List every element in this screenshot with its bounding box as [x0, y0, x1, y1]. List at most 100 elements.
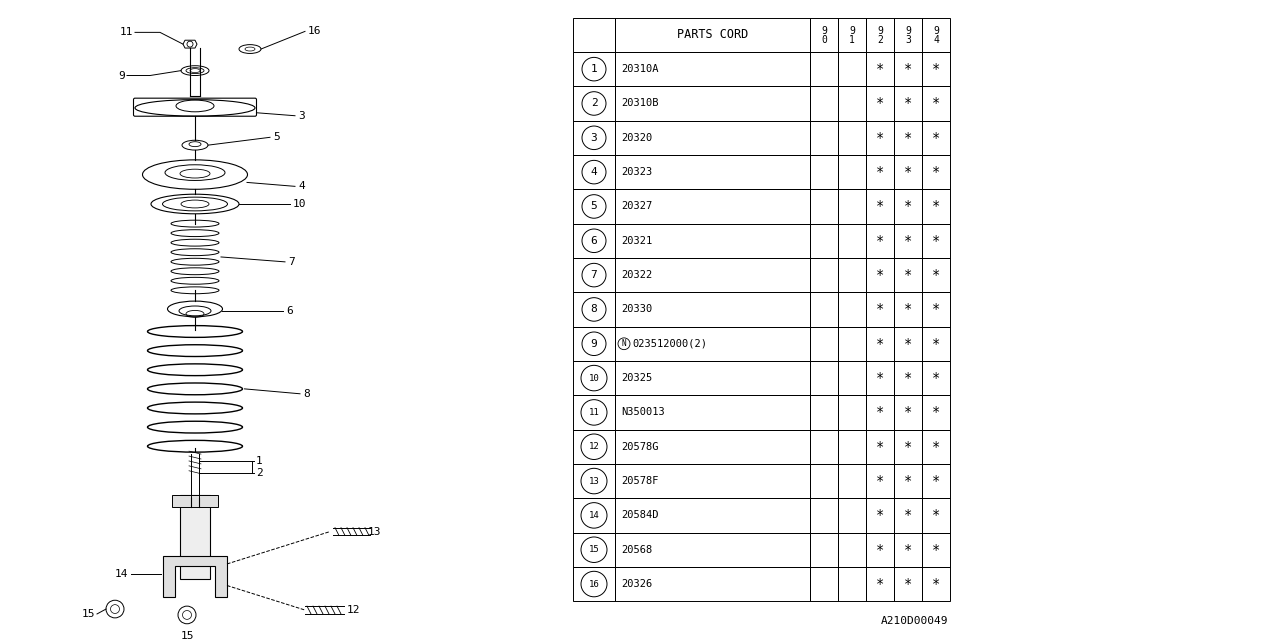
Bar [867, 326, 893, 361]
Text: 2: 2 [256, 468, 262, 477]
Text: *: * [932, 200, 941, 214]
Bar [838, 86, 867, 120]
Bar [614, 223, 810, 258]
Bar [810, 326, 838, 361]
Text: 7: 7 [288, 257, 294, 267]
Bar [893, 498, 922, 532]
Text: 1: 1 [590, 64, 598, 74]
Bar [838, 258, 867, 292]
Text: 4: 4 [590, 167, 598, 177]
Bar [893, 86, 922, 120]
Bar [614, 189, 810, 223]
Bar [867, 464, 893, 498]
Text: *: * [932, 303, 941, 316]
Bar [838, 361, 867, 396]
Bar [867, 396, 893, 429]
Text: *: * [876, 405, 884, 419]
Text: *: * [876, 131, 884, 145]
Bar [573, 429, 614, 464]
Text: 20578F: 20578F [621, 476, 658, 486]
Text: 14: 14 [114, 569, 128, 579]
Bar [810, 52, 838, 86]
Bar [810, 464, 838, 498]
Text: 20327: 20327 [621, 202, 653, 211]
Text: 15: 15 [589, 545, 599, 554]
Bar [838, 429, 867, 464]
Text: 9: 9 [849, 26, 855, 36]
Bar [893, 429, 922, 464]
Text: 12: 12 [347, 605, 361, 615]
Text: *: * [904, 234, 913, 248]
Bar [922, 532, 950, 567]
Bar [614, 498, 810, 532]
Text: *: * [876, 165, 884, 179]
Bar [867, 532, 893, 567]
Text: 11: 11 [119, 28, 133, 37]
Text: 13: 13 [589, 477, 599, 486]
Text: *: * [904, 165, 913, 179]
Bar [893, 258, 922, 292]
Bar [867, 567, 893, 601]
Text: 13: 13 [369, 527, 381, 536]
Text: 2: 2 [877, 35, 883, 45]
Bar [573, 326, 614, 361]
Text: 20310A: 20310A [621, 64, 658, 74]
Bar [614, 361, 810, 396]
Bar [867, 18, 893, 52]
Text: *: * [904, 440, 913, 454]
Bar [573, 361, 614, 396]
Bar [893, 18, 922, 52]
Text: *: * [904, 97, 913, 111]
Bar [810, 532, 838, 567]
Text: *: * [932, 97, 941, 111]
Text: *: * [904, 268, 913, 282]
Bar [922, 429, 950, 464]
Text: *: * [876, 268, 884, 282]
Bar [614, 120, 810, 155]
Text: *: * [904, 371, 913, 385]
Bar [922, 189, 950, 223]
Text: 9: 9 [877, 26, 883, 36]
Bar [573, 464, 614, 498]
Text: *: * [876, 337, 884, 351]
Bar [922, 326, 950, 361]
Text: 20584D: 20584D [621, 510, 658, 520]
Bar [810, 498, 838, 532]
Bar [573, 292, 614, 326]
Text: 1: 1 [256, 456, 262, 466]
Bar [614, 18, 810, 52]
Text: 20322: 20322 [621, 270, 653, 280]
Text: *: * [932, 508, 941, 522]
Bar [922, 292, 950, 326]
Bar [614, 155, 810, 189]
Text: *: * [876, 200, 884, 214]
Bar [838, 18, 867, 52]
Text: *: * [904, 131, 913, 145]
Bar [893, 464, 922, 498]
Bar [614, 429, 810, 464]
Bar [810, 361, 838, 396]
Bar [573, 567, 614, 601]
Bar [614, 52, 810, 86]
Bar [810, 396, 838, 429]
Text: *: * [932, 474, 941, 488]
Text: 5: 5 [590, 202, 598, 211]
Text: *: * [904, 508, 913, 522]
Bar [838, 326, 867, 361]
Text: 4: 4 [298, 181, 305, 191]
Bar [867, 498, 893, 532]
Bar [867, 292, 893, 326]
Bar [867, 155, 893, 189]
Bar [810, 86, 838, 120]
Text: *: * [932, 131, 941, 145]
Text: *: * [876, 474, 884, 488]
Text: 20326: 20326 [621, 579, 653, 589]
Bar [172, 495, 218, 507]
Text: 7: 7 [590, 270, 598, 280]
Bar [922, 361, 950, 396]
Text: *: * [932, 337, 941, 351]
Bar [614, 326, 810, 361]
Bar [893, 223, 922, 258]
Text: *: * [932, 234, 941, 248]
Text: *: * [904, 337, 913, 351]
